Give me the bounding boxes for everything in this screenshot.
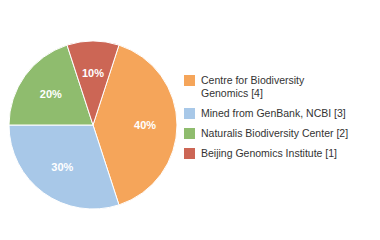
svg-text:10%: 10% <box>82 67 104 79</box>
html-text:Beijing Genomics Institute [1]: Beijing Genomics Institute [1] <box>201 146 337 159</box>
svg-text:20%: 20% <box>40 88 62 100</box>
html-text:Naturalis Biodiversity Center: Naturalis Biodiversity Center [2] <box>201 126 349 139</box>
html-text:Mined from GenBank, NCBI [3]: Mined from GenBank, NCBI [3] <box>201 106 346 119</box>
svg-text:30%: 30% <box>51 161 73 173</box>
svg-text:40%: 40% <box>134 119 156 131</box>
html-text:Centre for Biodiversity Genomi: Centre for Biodiversity Genomics [4] <box>201 73 305 99</box>
